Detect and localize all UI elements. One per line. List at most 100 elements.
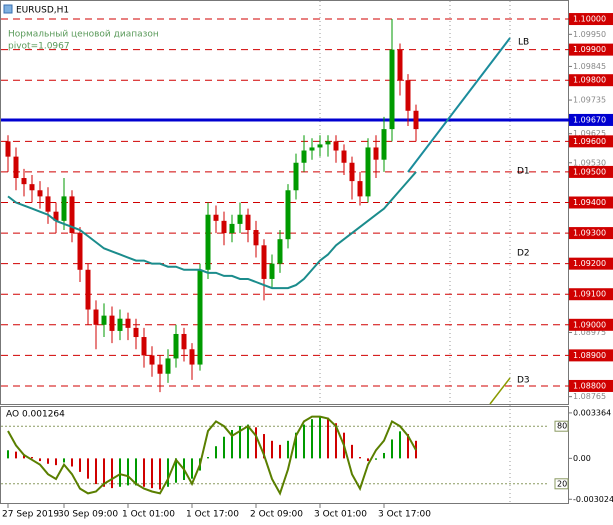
candle-body <box>157 364 163 374</box>
level-box <box>569 43 613 56</box>
candle-body <box>365 147 371 197</box>
candle-body <box>405 80 411 111</box>
candle-body <box>37 190 43 197</box>
level-box <box>554 478 569 490</box>
y-tick-label: 0.00 <box>573 454 591 463</box>
candle-body <box>269 263 275 279</box>
candle-body <box>93 309 99 325</box>
candle-body <box>21 178 27 185</box>
candle-body <box>61 196 67 221</box>
x-tick-label: 1 Oct 17:00 <box>186 510 239 520</box>
oscillator-line <box>7 415 417 496</box>
level-label: 1.09500 <box>573 167 606 176</box>
level-label: 1.10000 <box>573 15 606 24</box>
level-label: 1.09000 <box>573 320 606 329</box>
level-label: 1.08900 <box>573 351 606 360</box>
candle-body <box>245 214 251 231</box>
level-box <box>569 288 613 301</box>
moving-average <box>7 171 417 290</box>
candle-body <box>189 349 195 365</box>
candle-body <box>181 333 187 350</box>
candle-body <box>69 196 75 234</box>
y-tick-label: 0.003364 <box>573 408 611 417</box>
candle-body <box>205 214 211 270</box>
pivot-box <box>569 113 613 126</box>
candle-body <box>125 318 131 328</box>
candle-body <box>109 315 115 331</box>
candle-body <box>133 327 139 338</box>
x-tick-label: 27 Sep 2019 <box>2 510 59 520</box>
candle-body <box>413 110 419 130</box>
level-label: 1.09100 <box>573 290 606 299</box>
y-tick-label: -0.003024 <box>573 495 613 504</box>
candle-body <box>45 196 51 212</box>
candle-body <box>165 358 171 374</box>
level-label: 1.09600 <box>573 137 606 146</box>
y-tick-label: 1.08765 <box>573 392 606 401</box>
y-tick-label: 1.09950 <box>573 30 606 39</box>
x-tick-label: 3 Oct 01:00 <box>314 510 367 520</box>
candle-body <box>213 214 219 221</box>
candle-body <box>389 49 395 130</box>
candle-body <box>333 141 339 151</box>
candle-body <box>381 129 387 160</box>
level-box <box>569 13 613 26</box>
y2-tick-label: 80 <box>557 422 567 431</box>
window-icon <box>3 4 13 14</box>
candle-body <box>85 269 91 310</box>
candle-body <box>221 220 227 234</box>
oscillator-title: AO 0.001264 <box>6 410 65 420</box>
candle-body <box>237 214 243 224</box>
candle-body <box>197 269 203 365</box>
chart-title: EURUSD,H1 <box>16 6 69 16</box>
trend-line <box>489 377 511 405</box>
candle-body <box>173 333 179 359</box>
y2-tick-label: 20 <box>557 479 567 488</box>
level-box <box>569 227 613 240</box>
candle-body <box>285 190 291 240</box>
candle-body <box>149 355 155 365</box>
x-tick-label: 3 Oct 17:00 <box>378 510 431 520</box>
candle-body <box>301 150 307 163</box>
y-tick-label: 1.09735 <box>573 96 606 105</box>
level-box <box>569 257 613 270</box>
level-box <box>569 379 613 392</box>
line-label: D3 <box>517 376 530 386</box>
line-label: D1 <box>517 167 530 177</box>
candle-body <box>277 239 283 264</box>
level-box <box>569 135 613 148</box>
line-label: LB <box>518 38 529 48</box>
y-tick-label: 1.08975 <box>573 328 606 337</box>
x-tick-label: 2 Oct 09:00 <box>250 510 303 520</box>
level-box <box>569 318 613 331</box>
candle-body <box>397 49 403 81</box>
level-label: 1.09800 <box>573 76 606 85</box>
candle-body <box>29 184 35 191</box>
candle-body <box>309 147 315 151</box>
level-label: 1.09400 <box>573 198 606 207</box>
candle-body <box>229 223 235 234</box>
level-box <box>554 420 569 432</box>
candle-body <box>253 230 259 246</box>
candle-body <box>101 315 107 325</box>
candle-body <box>261 245 267 279</box>
y-tick-label: 1.09845 <box>573 62 606 71</box>
candle-body <box>349 162 355 182</box>
candle-body <box>373 147 379 160</box>
line-label: D2 <box>517 249 530 259</box>
oscillator-pane <box>0 406 569 504</box>
annotation: Нормальный ценовой диапазон <box>8 30 159 40</box>
candle-body <box>5 141 11 157</box>
y-tick-label: 1.09530 <box>573 158 606 167</box>
candle-body <box>117 318 123 331</box>
y-tick-label: 1.09625 <box>573 129 606 138</box>
candle-body <box>325 141 331 145</box>
candle-body <box>141 337 147 356</box>
pivot-label: 1.09670 <box>573 115 606 124</box>
level-box <box>569 165 613 178</box>
level-label: 1.08800 <box>573 381 606 390</box>
annotation: pivot=1.0967 <box>8 42 70 52</box>
candle-body <box>357 181 363 197</box>
level-label: 1.09200 <box>573 259 606 268</box>
candle-body <box>77 233 83 270</box>
